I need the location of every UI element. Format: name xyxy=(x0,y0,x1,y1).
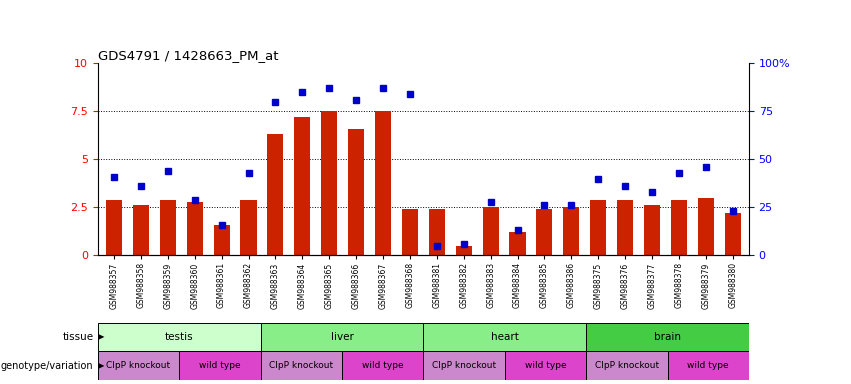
Bar xyxy=(294,117,311,255)
Bar xyxy=(260,323,423,351)
Bar xyxy=(586,351,667,380)
Bar xyxy=(429,209,445,255)
Text: ClpP knockout: ClpP knockout xyxy=(269,361,334,370)
Text: wild type: wild type xyxy=(688,361,729,370)
Bar xyxy=(455,246,471,255)
Text: brain: brain xyxy=(654,332,681,342)
Bar xyxy=(180,351,260,380)
Bar xyxy=(424,351,505,380)
Bar xyxy=(106,200,122,255)
Text: ClpP knockout: ClpP knockout xyxy=(595,361,659,370)
Text: ClpP knockout: ClpP knockout xyxy=(106,361,170,370)
Text: ▶: ▶ xyxy=(98,361,105,370)
Bar xyxy=(667,351,749,380)
Bar xyxy=(160,200,176,255)
Bar xyxy=(267,134,283,255)
Bar xyxy=(586,323,749,351)
Bar xyxy=(375,111,391,255)
Bar xyxy=(214,225,230,255)
Text: wild type: wild type xyxy=(199,361,241,370)
Bar xyxy=(133,205,149,255)
Bar xyxy=(644,205,660,255)
Bar xyxy=(98,351,180,380)
Bar xyxy=(536,209,552,255)
Bar xyxy=(241,200,257,255)
Bar xyxy=(483,207,499,255)
Bar xyxy=(617,200,633,255)
Text: testis: testis xyxy=(165,332,193,342)
Bar xyxy=(321,111,337,255)
Bar xyxy=(348,129,364,255)
Bar xyxy=(563,207,580,255)
Bar xyxy=(260,351,342,380)
Text: ClpP knockout: ClpP knockout xyxy=(432,361,496,370)
Bar xyxy=(402,209,418,255)
Bar xyxy=(698,198,714,255)
Bar xyxy=(671,200,687,255)
Bar xyxy=(186,202,203,255)
Bar xyxy=(98,323,260,351)
Text: genotype/variation: genotype/variation xyxy=(1,361,94,371)
Text: tissue: tissue xyxy=(62,332,94,342)
Bar xyxy=(424,323,586,351)
Bar xyxy=(342,351,424,380)
Bar xyxy=(510,232,526,255)
Text: wild type: wild type xyxy=(524,361,566,370)
Bar xyxy=(725,213,741,255)
Text: ▶: ▶ xyxy=(98,333,105,341)
Text: heart: heart xyxy=(491,332,519,342)
Bar xyxy=(505,351,586,380)
Bar xyxy=(590,200,606,255)
Text: liver: liver xyxy=(330,332,353,342)
Text: wild type: wild type xyxy=(362,361,403,370)
Text: GDS4791 / 1428663_PM_at: GDS4791 / 1428663_PM_at xyxy=(98,49,278,62)
